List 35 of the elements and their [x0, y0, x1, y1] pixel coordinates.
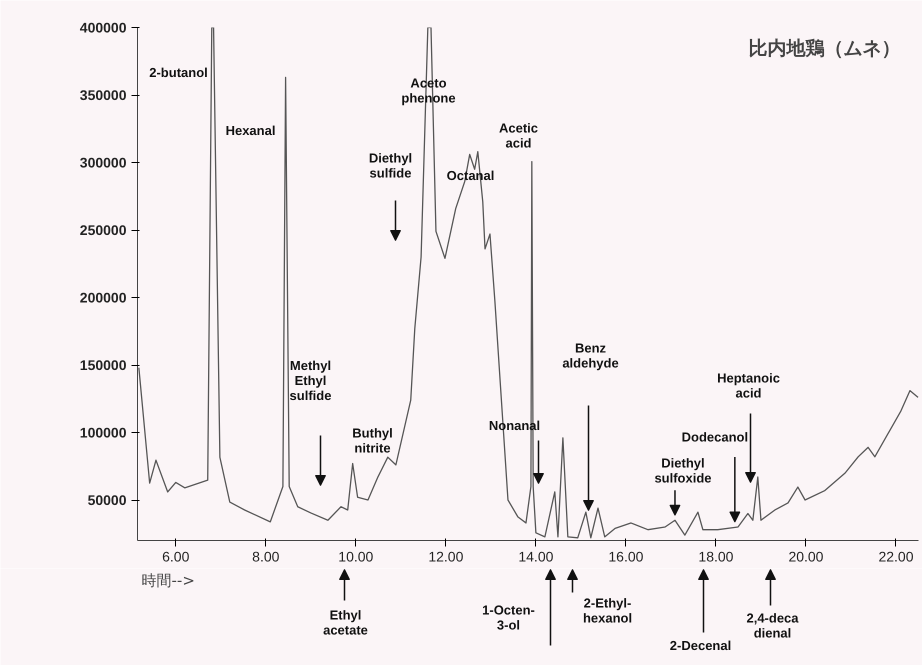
annotation: Methyl Ethyl sulfide: [290, 358, 332, 403]
y-tick-label: 200000: [80, 290, 127, 306]
text: 2-Ethyl- hexanol: [582, 596, 632, 626]
y-tick-label: 400000: [80, 20, 127, 36]
annotation: Diethyl sulfide: [368, 150, 412, 180]
y-tick-label: 150000: [80, 357, 127, 373]
line-series: [138, 28, 918, 538]
annotation: Benz aldehyde: [562, 340, 619, 370]
annotation: 2-butanol: [149, 65, 208, 80]
y-tick-label: 350000: [80, 87, 127, 103]
x-tick-label: 22.00: [878, 548, 914, 564]
text: 2,4-deca dienal: [746, 610, 800, 640]
x-tick-label: 8.00: [252, 548, 280, 564]
annotation: Acetic acid: [498, 120, 538, 150]
text: 2-Decenal: [670, 638, 732, 653]
x-tick-label: 10.00: [338, 548, 374, 564]
y-tick-label: 250000: [80, 222, 127, 238]
annotation: Hexanal: [226, 123, 276, 138]
annotation: Buthyl nitrite: [352, 426, 393, 456]
annotation: Diethyl sulfoxide: [654, 455, 712, 486]
text: 比内地鶏（ムネ）: [748, 38, 900, 60]
y-tick-label: 300000: [80, 154, 127, 170]
text: Ethyl acetate: [323, 608, 368, 638]
x-tick-label: 6.00: [162, 548, 190, 564]
y-tick-label: 100000: [80, 424, 127, 440]
x-tick-label: 20.00: [788, 548, 824, 564]
x-tick-label: 16.00: [608, 548, 644, 564]
x-tick-label: 18.00: [698, 548, 734, 564]
annotation: Dodecanol: [682, 430, 748, 444]
x-axis-title: 時間-->: [142, 572, 195, 590]
y-tick-label: 50000: [88, 492, 127, 508]
x-tick-label: 14.00: [518, 548, 554, 564]
x-tick-label: 12.00: [428, 548, 464, 564]
text: 1-Octen- 3-ol: [482, 602, 535, 632]
annotation: Heptanoic acid: [717, 370, 780, 400]
